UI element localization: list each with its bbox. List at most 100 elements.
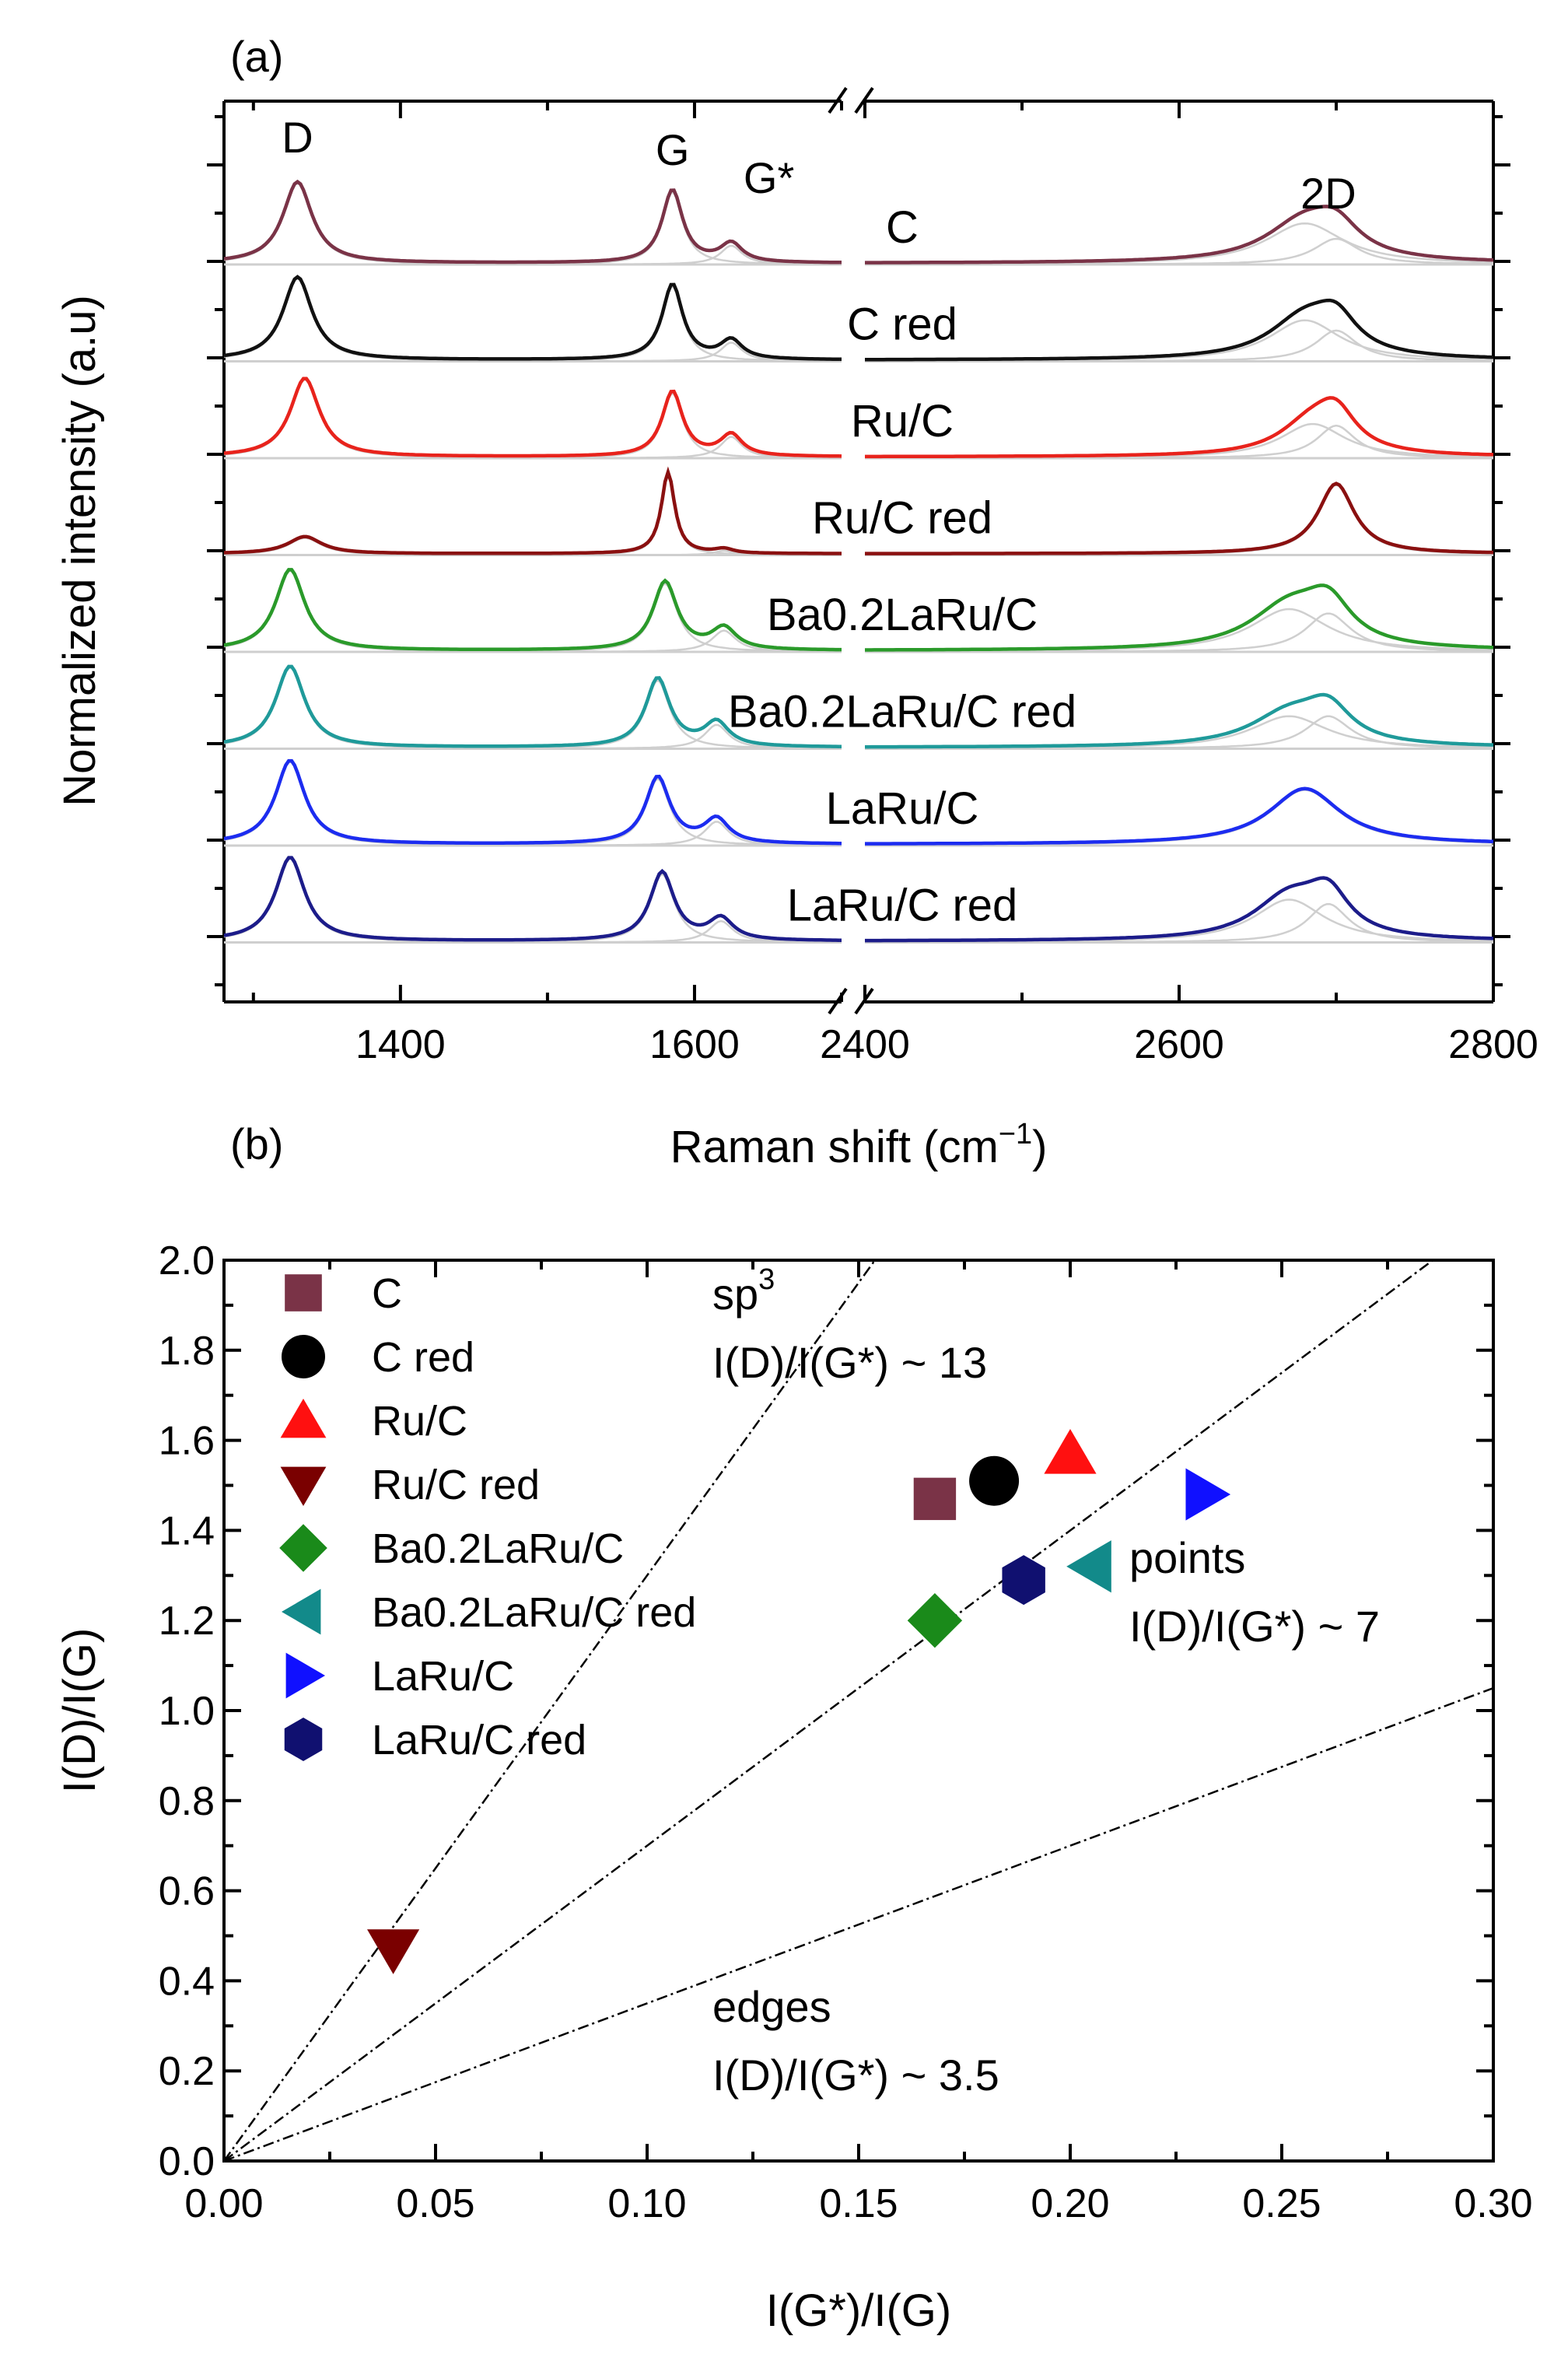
spectrum-line [223,376,842,458]
panel-b-reference-lines [222,1259,1494,2163]
legend-label: LaRu/C [372,1653,514,1700]
x-tick-label: 0.10 [607,2181,686,2226]
y-tick-label: 1.8 [159,1329,215,1374]
x-tick-label: 1400 [355,1022,446,1067]
x-tick-label: 2400 [820,1022,910,1067]
x-tick-label: 2800 [1448,1022,1538,1067]
band-label: D [282,113,313,162]
legend-label: C red [372,1334,474,1381]
y-tick-label: 0.0 [159,2139,215,2184]
panel-a-x-axis-title: Raman shift (cm−1) [670,1118,1048,1172]
series-label: Ru/C [851,396,954,447]
annotation-title: points [1129,1533,1245,1582]
panel-b-y-axis-title: I(D)/I(G) [54,1628,105,1794]
band-label: G [656,125,690,174]
spectrum-ru-c-red [223,466,1494,556]
panel-b-x-axis-title: I(G*)/I(G) [766,2285,951,2336]
data-point-ba0-2laru-c-red [1066,1540,1111,1593]
spectrum-line [223,568,842,652]
spectrum-line [865,396,1494,459]
spectrum-line [223,275,842,362]
fit-component [224,902,1494,944]
x-tick-label: 0.25 [1242,2181,1321,2226]
y-tick-label: 1.2 [159,1599,215,1644]
reference-line-sp3 [222,1259,876,2162]
y-tick-label: 0.8 [159,1779,215,1824]
x-tick-label: 0.00 [184,2181,263,2226]
fit-component [224,612,1494,653]
series-label: Ba0.2LaRu/C red [728,687,1076,737]
panel-a-label: (a) [230,32,283,81]
x-tick-label: 0.15 [819,2181,898,2226]
annotation-ratio: I(D)/I(G*) ~ 13 [712,1338,987,1387]
fit-component [224,222,1494,266]
series-label: Ba0.2LaRu/C [767,590,1038,640]
legend-label: Ba0.2LaRu/C red [372,1589,696,1636]
spectrum-ba0-2laru-c-red [223,664,1494,750]
y-tick-label: 1.6 [159,1419,215,1464]
fit-component [224,715,1494,750]
y-tick-label: 0.6 [159,1869,215,1914]
legend-marker [284,1718,323,1761]
panel-b-ticks: 0.00 0.05 0.10 0.15 0.20 0.25 0.30 0.0 0.2 0.4 0.6… [159,1238,1533,2226]
annotation-title: edges [712,1982,831,2031]
spectrum-line [865,876,1494,943]
legend-marker [285,1274,322,1312]
legend-marker [282,1588,321,1635]
spectrum-line [865,786,1494,846]
spectrum-ru-c [223,376,1494,460]
fit-component [224,237,1493,266]
x-tick-label: 0.05 [396,2181,474,2226]
spectrum-line [865,692,1494,749]
legend-marker [282,1335,325,1378]
x-tick-label: 0.20 [1031,2181,1109,2226]
annotation-superscript: 3 [758,1263,775,1296]
fit-component [224,329,1493,362]
x-tick-label: 0.30 [1454,2181,1532,2226]
panel-a-traces [223,179,1494,944]
axis-break-top [828,86,874,114]
annotation-title-text: sp [712,1270,758,1319]
data-point-c-red [969,1455,1020,1506]
panel-b: (b) 0.00 0.05 0.10 0.15 0.20 0.25 0.300.00.20.… [54,1119,1533,2336]
annotation-title: sp3 [712,1263,775,1319]
band-label: G* [744,153,794,202]
spectrum-laru-c [223,758,1494,847]
panel-b-annotations: sp3 I(D)/I(G*) ~ 13 points I(D)/I(G*) ~ 7 ed… [712,1263,1380,2100]
data-point-ru-c-red [367,1929,420,1974]
spectrum-c-red [223,275,1494,362]
y-tick-label: 1.4 [159,1508,215,1553]
data-point-laru-c-red [1002,1555,1045,1606]
spectrum-line [223,466,842,555]
legend-label: Ru/C red [372,1462,540,1508]
legend-label: Ba0.2LaRu/C [372,1525,624,1572]
annotation-ratio: I(D)/I(G*) ~ 3.5 [712,2051,999,2100]
spectrum-line [223,179,842,264]
y-tick-label: 0.4 [159,1959,215,2004]
reference-line-edges [223,1686,1494,2163]
y-tick-label: 1.0 [159,1689,215,1734]
legend-marker [280,1466,327,1506]
panel-a: (a) 1400 1600 2400 2600 2800 C C red Ru/C Ru/C … [54,32,1538,1172]
panel-a-labels: C C red Ru/C Ru/C red Ba0.2LaRu/C Ba0.2LaRu/C… [282,113,1356,931]
data-point-ba0-2laru-c [907,1593,963,1648]
series-label: LaRu/C red [787,881,1018,931]
data-point-laru-c [1185,1468,1231,1521]
spectrum-line [865,583,1494,652]
spectrum-line [223,856,842,942]
series-label: Ru/C red [812,493,992,544]
panel-a-y-axis-title: Normalized intensity (a.u) [54,295,105,807]
spectrum-line [865,205,1494,264]
panel-b-legend: C C red Ru/C Ru/C red Ba0.2LaRu/C Ba0.2LaRu/C… [279,1270,696,1763]
data-point-ru-c [1044,1428,1097,1474]
panel-a-ticks: 1400 1600 2400 2600 2800 [207,101,1538,1067]
spectrum-line [223,664,842,748]
panel-b-label: (b) [230,1119,283,1168]
x-tick-label: 2600 [1134,1022,1224,1067]
y-tick-label: 0.2 [159,2049,215,2094]
legend-label: C [372,1270,402,1317]
spectrum-ba0-2laru-c [223,568,1494,653]
legend-marker [280,1399,327,1438]
band-label: 2D [1300,169,1356,218]
